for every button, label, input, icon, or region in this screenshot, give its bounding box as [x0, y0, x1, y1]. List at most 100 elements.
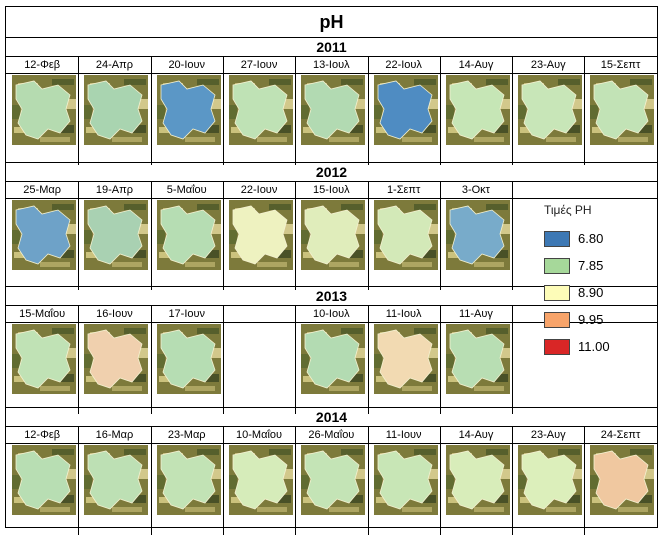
lake-ph-map [301, 445, 366, 515]
legend-value: 11.00 [578, 339, 610, 354]
date-label: 22-Ιουν [240, 183, 278, 196]
year-heading: 2011 [316, 38, 347, 55]
date-label: 27-Ιουν [240, 58, 278, 71]
row-divider [6, 443, 657, 444]
column-divider [222, 56, 224, 165]
map-cell: 15-Μαΐου [6, 305, 78, 414]
column-divider [512, 56, 514, 165]
lake-ph-map [301, 75, 366, 145]
figure-title: pH [319, 11, 344, 32]
map-cell: 13-Ιουλ [295, 56, 367, 165]
lake-ph-map [12, 200, 76, 270]
row-divider [6, 198, 657, 199]
date-label: 23-Αυγ [530, 428, 566, 441]
column-divider [222, 305, 224, 414]
map-cell: 22-Ιουν [223, 181, 295, 290]
lake-ph-map [84, 200, 149, 270]
column-divider [295, 426, 297, 535]
row-divider [6, 37, 657, 38]
column-divider [367, 305, 369, 414]
date-label: 25-Μαρ [23, 183, 61, 196]
column-divider [78, 305, 80, 414]
map-cell: 23-Μαρ [151, 426, 223, 535]
map-cell: 14-Αυγ [440, 426, 512, 535]
column-divider [584, 426, 586, 535]
row-divider [6, 407, 657, 408]
column-divider [222, 426, 224, 535]
column-divider [512, 426, 514, 535]
column-divider [222, 181, 224, 290]
year-heading: 2014 [315, 408, 348, 425]
map-cell: 3-Οκτ [440, 181, 512, 290]
map-cell: 11-Αυγ [440, 305, 512, 414]
date-label: 11-Ιουν [385, 428, 422, 441]
column-divider [512, 181, 514, 290]
lake-ph-map [228, 75, 293, 145]
row-divider [6, 56, 657, 57]
date-label: 11-Αυγ [458, 307, 493, 320]
legend-swatch [544, 312, 570, 328]
date-label: 12-Φεβ [24, 58, 61, 71]
date-label: 10-Μαΐου [236, 428, 283, 441]
map-cell: 12-Φεβ [6, 426, 78, 535]
lake-ph-map [156, 324, 221, 394]
lake-ph-map [373, 445, 438, 515]
date-label: 17-Ιουν [168, 307, 206, 320]
year-heading: 2013 [315, 287, 348, 304]
date-label: 26-Μαΐου [308, 428, 355, 441]
row-divider [6, 305, 657, 306]
legend-swatch [544, 231, 570, 247]
date-label: 15-Σεπτ [600, 58, 641, 71]
date-label: 16-Μαρ [95, 428, 134, 441]
date-label: 16-Ιουν [96, 307, 133, 320]
legend-title: Τιμές PH [544, 203, 592, 217]
map-cell: 27-Ιουν [223, 56, 295, 165]
lake-ph-map [301, 324, 366, 394]
lake-ph-map [12, 445, 76, 515]
column-divider [295, 181, 297, 290]
column-divider [439, 181, 441, 290]
lake-ph-map [301, 200, 366, 270]
column-divider [367, 56, 369, 165]
map-cell: 23-Αυγ [512, 56, 584, 165]
map-cell: 23-Αυγ [512, 426, 584, 535]
lake-ph-map [156, 200, 221, 270]
column-divider [150, 181, 152, 290]
map-cell: 11-Ιουλ [368, 305, 440, 414]
map-cell: 24-Σεπτ [584, 426, 656, 535]
lake-ph-map [156, 445, 221, 515]
lake-ph-map [84, 75, 149, 145]
lake-ph-map [84, 445, 149, 515]
column-divider [150, 305, 152, 414]
date-label: 14-Αυγ [458, 428, 494, 441]
date-label: 10-Ιουλ [313, 307, 350, 320]
row-divider [6, 426, 657, 427]
legend-value: 7.85 [578, 258, 604, 273]
legend: Τιμές PH 6.80 7.85 8.90 9.95 11.00 [526, 197, 646, 377]
map-cell: 19-Απρ [78, 181, 150, 290]
map-cell: 20-Ιουν [151, 56, 223, 165]
legend-swatch [544, 258, 570, 274]
row-divider [6, 162, 657, 163]
date-label: 12-Φεβ [24, 428, 61, 441]
map-cell: 10-Ιουλ [295, 305, 367, 414]
lake-ph-map [590, 75, 655, 145]
lake-ph-map [518, 445, 583, 515]
map-cell: 10-Μαΐου [223, 426, 295, 535]
empty-cell [223, 305, 295, 414]
lake-ph-map [12, 75, 76, 145]
legend-value: 9.95 [578, 312, 604, 327]
date-label: 19-Απρ [95, 183, 133, 196]
map-cell: 15-Ιουλ [295, 181, 367, 290]
map-cell: 17-Ιουν [151, 305, 223, 414]
map-cell: 16-Μαρ [78, 426, 150, 535]
date-label: 20-Ιουν [168, 58, 206, 71]
date-label: 23-Μαρ [167, 428, 206, 441]
date-label: 22-Ιουλ [385, 58, 422, 71]
row-divider [6, 286, 657, 287]
date-label: 15-Μαΐου [19, 307, 66, 320]
date-label: 24-Απρ [95, 58, 133, 71]
map-cell: 15-Σεπτ [584, 56, 656, 165]
column-divider [78, 426, 80, 535]
lake-ph-map [518, 75, 583, 145]
